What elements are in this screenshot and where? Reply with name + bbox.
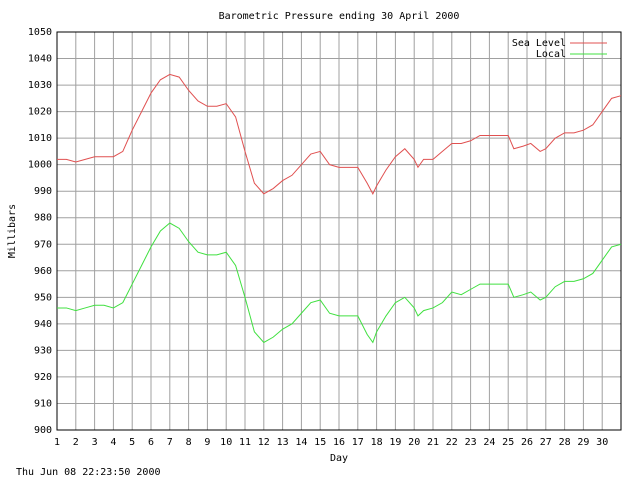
x-tick-label: 20: [408, 437, 420, 448]
x-tick-label: 13: [277, 437, 289, 448]
x-tick-label: 5: [129, 437, 135, 448]
legend-label: Local: [536, 49, 566, 60]
x-tick-label: 15: [314, 437, 326, 448]
x-tick-label: 26: [521, 437, 533, 448]
plot-frame: [56, 31, 622, 431]
x-tick-label: 2: [73, 437, 79, 448]
x-tick-label: 28: [559, 437, 571, 448]
y-tick-label: 970: [34, 239, 52, 250]
y-tick-label: 1020: [28, 107, 52, 118]
y-tick-label: 900: [34, 425, 52, 436]
x-tick-label: 11: [239, 437, 251, 448]
x-tick-label: 12: [258, 437, 270, 448]
x-tick-label: 17: [352, 437, 364, 448]
y-tick-label: 920: [34, 372, 52, 383]
x-tick-label: 30: [596, 437, 608, 448]
series-line: [57, 222, 622, 344]
x-tick-label: 24: [483, 437, 495, 448]
x-tick-label: 6: [148, 437, 154, 448]
x-tick-label: 21: [427, 437, 439, 448]
x-axis-label: Day: [330, 453, 348, 464]
x-tick-label: 7: [167, 437, 173, 448]
series-line: [57, 73, 622, 195]
y-tick-label: 960: [34, 266, 52, 277]
x-tick-label: 3: [92, 437, 98, 448]
x-tick-label: 14: [295, 437, 307, 448]
x-tick-label: 29: [577, 437, 589, 448]
y-tick-label: 950: [34, 292, 52, 303]
y-tick-label: 1010: [28, 133, 52, 144]
x-tick-label: 4: [110, 437, 116, 448]
y-tick-label: 910: [34, 398, 52, 409]
legend-label: Sea Level: [512, 38, 566, 49]
x-tick-label: 19: [389, 437, 401, 448]
x-tick-label: 27: [540, 437, 552, 448]
x-tick-label: 23: [465, 437, 477, 448]
y-tick-label: 980: [34, 213, 52, 224]
y-tick-label: 1000: [28, 160, 52, 171]
y-tick-label: 990: [34, 186, 52, 197]
x-tick-label: 10: [220, 437, 232, 448]
chart-title: Barometric Pressure ending 30 April 2000: [219, 11, 460, 22]
footer: Thu Jun 08 22:23:50 2000: [16, 467, 161, 478]
y-tick-label: 940: [34, 319, 52, 330]
x-tick-label: 22: [446, 437, 458, 448]
y-tick-label: 1040: [28, 54, 52, 65]
x-tick-label: 16: [333, 437, 345, 448]
y-tick-label: 1050: [28, 27, 52, 38]
y-axis-label: Millibars: [7, 204, 18, 258]
x-tick-label: 25: [502, 437, 514, 448]
y-tick-label: 930: [34, 345, 52, 356]
x-tick-label: 1: [54, 437, 60, 448]
x-tick-label: 8: [186, 437, 192, 448]
x-tick-label: 9: [204, 437, 210, 448]
x-tick-label: 18: [371, 437, 383, 448]
y-tick-label: 1030: [28, 80, 52, 91]
